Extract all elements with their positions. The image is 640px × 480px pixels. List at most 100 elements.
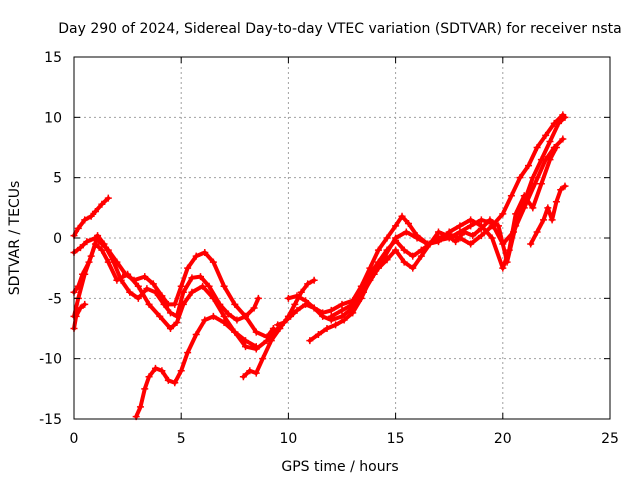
data-point xyxy=(381,252,389,260)
data-point xyxy=(383,234,391,242)
data-point xyxy=(136,403,144,411)
data-point xyxy=(332,321,340,329)
data-point xyxy=(252,328,260,336)
data-point xyxy=(113,276,121,284)
data-point xyxy=(486,216,494,224)
data-point xyxy=(104,194,112,202)
x-tick-label: 15 xyxy=(387,431,405,447)
x-tick-label: 10 xyxy=(279,431,297,447)
data-point xyxy=(359,288,367,296)
data-point xyxy=(370,270,378,278)
data-point xyxy=(199,282,207,290)
y-tick-label: 0 xyxy=(53,231,62,247)
data-point xyxy=(141,273,149,281)
grid xyxy=(74,57,610,419)
data-point xyxy=(145,373,153,381)
data-point xyxy=(242,312,250,320)
data-point xyxy=(259,355,267,363)
data-point xyxy=(254,294,262,302)
data-point xyxy=(220,282,228,290)
data-point xyxy=(338,306,346,314)
data-point xyxy=(143,285,151,293)
data-point xyxy=(141,385,149,393)
data-point xyxy=(374,246,382,254)
y-tick-label: -10 xyxy=(39,352,62,368)
data-point xyxy=(559,135,567,143)
data-point xyxy=(555,119,563,127)
x-tick-label: 5 xyxy=(177,431,186,447)
data-point xyxy=(400,246,408,254)
data-point xyxy=(533,228,541,236)
data-point xyxy=(126,288,134,296)
data-point xyxy=(452,238,460,246)
data-point xyxy=(392,222,400,230)
data-point xyxy=(134,294,142,302)
data-point xyxy=(349,309,357,317)
data-point xyxy=(434,238,442,246)
data-point xyxy=(434,228,442,236)
data-point xyxy=(145,300,153,308)
data-point xyxy=(319,312,327,320)
x-tick-label: 20 xyxy=(494,431,512,447)
data-point xyxy=(477,222,485,230)
data-point xyxy=(297,288,305,296)
data-point xyxy=(220,312,228,320)
data-point xyxy=(552,144,560,151)
data-point xyxy=(224,310,232,318)
data-point xyxy=(314,331,322,339)
x-tick-label: 25 xyxy=(601,431,619,447)
series-layer xyxy=(70,111,569,421)
data-point xyxy=(544,204,552,212)
x-axis-label: GPS time / hours xyxy=(281,459,398,475)
data-point xyxy=(252,369,260,377)
data-point xyxy=(293,306,301,314)
data-point xyxy=(201,316,209,324)
chart-title: Day 290 of 2024, Sidereal Day-to-day VTE… xyxy=(58,21,621,37)
data-point xyxy=(149,280,157,288)
data-point xyxy=(252,343,260,351)
data-point xyxy=(124,270,132,278)
data-point xyxy=(404,220,412,228)
data-point xyxy=(233,316,241,324)
y-tick-label: -5 xyxy=(48,291,62,307)
data-point xyxy=(561,182,569,190)
data-point xyxy=(83,238,91,246)
data-point xyxy=(209,258,217,266)
data-point xyxy=(280,318,288,326)
data-point xyxy=(205,282,213,290)
data-point xyxy=(445,228,453,236)
data-point xyxy=(499,264,507,272)
data-point xyxy=(392,234,400,242)
data-point xyxy=(557,186,565,194)
data-point xyxy=(512,210,520,218)
data-point xyxy=(392,246,400,254)
data-series-arc-8 xyxy=(275,137,565,327)
data-point xyxy=(548,216,556,224)
data-point xyxy=(166,325,174,332)
data-point xyxy=(166,309,174,317)
data-point xyxy=(242,343,250,351)
data-point xyxy=(173,318,181,326)
data-point xyxy=(91,234,99,242)
data-point xyxy=(284,294,292,302)
data-point xyxy=(525,162,533,170)
data-point xyxy=(499,210,507,218)
data-point xyxy=(164,300,172,308)
data-point xyxy=(239,373,247,381)
data-point xyxy=(527,240,535,248)
data-point xyxy=(196,273,204,281)
data-point xyxy=(542,131,550,139)
data-point xyxy=(467,240,475,248)
data-point xyxy=(98,246,106,254)
data-point xyxy=(201,248,209,256)
data-point xyxy=(409,252,417,260)
data-point xyxy=(507,192,515,200)
data-point xyxy=(85,258,93,266)
data-point xyxy=(171,300,179,308)
data-point xyxy=(113,258,121,266)
data-point xyxy=(184,349,192,357)
data-point xyxy=(516,174,524,182)
data-point xyxy=(495,222,503,230)
data-point xyxy=(188,274,196,282)
